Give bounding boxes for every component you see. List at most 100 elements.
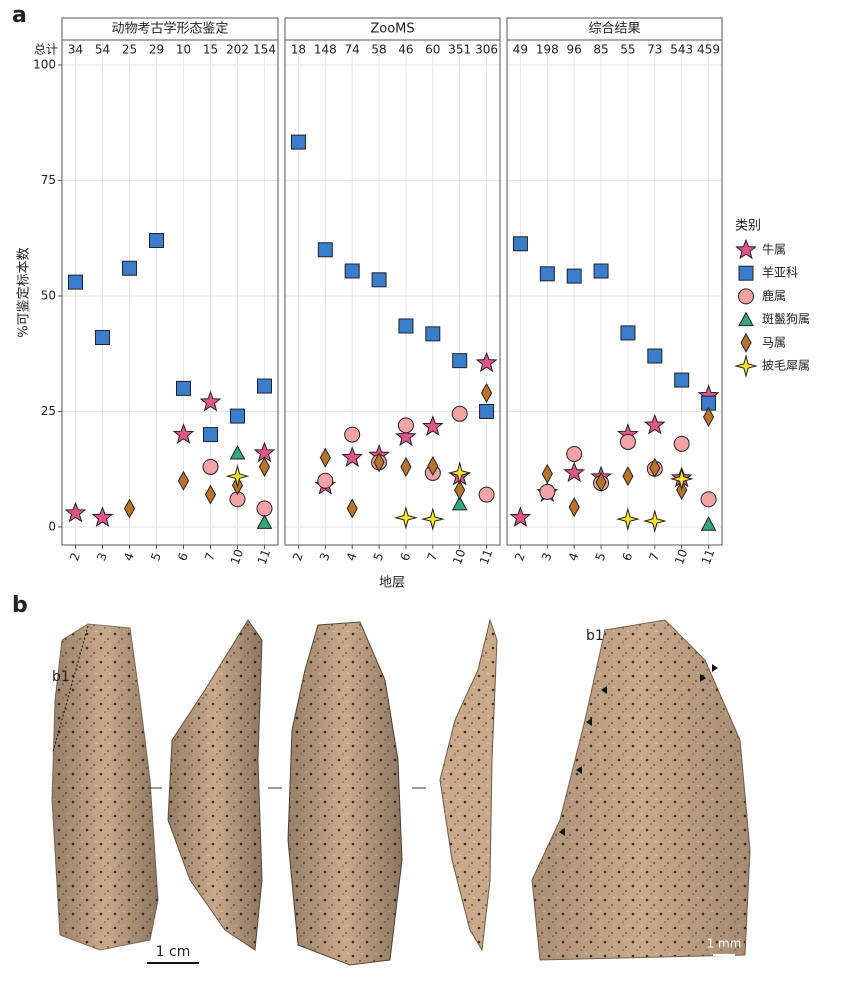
total-label: 198 (536, 43, 559, 57)
arrowhead (586, 718, 592, 726)
x-tick-label: 6 (620, 551, 636, 563)
bone-shading (532, 620, 750, 960)
total-label: 60 (425, 43, 440, 57)
marker-square (566, 268, 582, 284)
marker-square (512, 236, 528, 252)
marker-diamond (123, 498, 136, 519)
photo-label: b1 (586, 628, 604, 644)
edge-marker (52, 625, 89, 753)
x-tick-label: 11 (477, 547, 495, 566)
marker-square (317, 242, 333, 258)
marker-circle (700, 491, 717, 508)
totals-label: 总计 (34, 43, 58, 57)
marker-star (563, 461, 586, 483)
marker-triangle (229, 445, 246, 460)
marker-circle (738, 288, 754, 305)
y-tick-label: 50 (41, 288, 56, 302)
marker-circle (317, 472, 334, 489)
total-label: 96 (567, 43, 582, 57)
marker-diamond (258, 456, 271, 477)
marker-diamond (702, 406, 715, 428)
scale-label: 1 cm (156, 944, 191, 960)
total-label: 34 (68, 43, 83, 57)
x-tick-label: 10 (228, 547, 246, 566)
marker-square (539, 266, 555, 282)
marker-diamond (454, 479, 466, 501)
marker-star (172, 423, 195, 444)
marker-square (203, 427, 218, 443)
marker-diamond (568, 497, 580, 518)
marker-square (122, 260, 137, 276)
marker-circle (619, 433, 636, 450)
marker-square (344, 263, 360, 279)
x-tick-label: 5 (371, 551, 387, 563)
panel-frame (506, 39, 723, 546)
scale-label: 1 mm (707, 937, 742, 951)
marker-star (91, 506, 114, 527)
arrowhead (576, 766, 582, 774)
marker-circle (451, 405, 468, 422)
legend-label: 马属 (762, 335, 786, 349)
photo-label: b1 (52, 669, 70, 685)
photo-panel: b1 b1 1 cm 1 mm (51, 618, 751, 966)
marker-star (509, 506, 532, 527)
marker-circle (397, 417, 414, 434)
x-tick-label: 11 (255, 547, 273, 566)
marker-diamond (595, 472, 607, 493)
marker-star (199, 390, 222, 412)
legend-label: 牛属 (762, 242, 786, 257)
total-label: 49 (513, 43, 528, 57)
marker-star4 (225, 464, 250, 489)
marker-square (176, 380, 191, 396)
x-tick-label: 5 (593, 551, 609, 563)
arrowhead (601, 686, 607, 694)
marker-star (341, 446, 364, 467)
x-tick-label: 4 (344, 551, 360, 563)
marker-circle (202, 458, 219, 475)
marker-square (452, 353, 468, 369)
legend-title: 类别 (735, 219, 761, 234)
arrowhead (559, 828, 565, 836)
marker-star4 (447, 460, 472, 485)
total-label: 85 (593, 43, 608, 57)
x-tick-label: 3 (539, 551, 555, 563)
marker-square (738, 265, 754, 281)
x-tick-label: 2 (512, 551, 528, 563)
total-label: 543 (670, 43, 693, 57)
marker-diamond (177, 470, 190, 491)
y-tick-label: 100 (33, 57, 56, 71)
y-tick-label: 75 (41, 173, 56, 187)
total-label: 15 (203, 43, 218, 57)
x-tick-label: 4 (566, 551, 582, 563)
x-tick-label: 7 (646, 551, 662, 563)
marker-diamond (319, 447, 331, 468)
legend-label: 羊亚科 (762, 265, 798, 280)
total-label: 73 (647, 43, 662, 57)
marker-star (475, 351, 498, 373)
marker-square (398, 318, 414, 334)
marker-square (647, 348, 663, 364)
x-tick-label: 5 (148, 551, 164, 563)
panel-frame (284, 39, 501, 546)
marker-diamond (649, 457, 661, 478)
total-label: 459 (697, 43, 720, 57)
marker-circle (673, 435, 690, 452)
marker-triangle (256, 514, 273, 529)
marker-star4 (734, 354, 758, 378)
arrowhead (712, 664, 718, 672)
x-tick-label: 10 (672, 547, 690, 566)
y-tick-label: 25 (41, 404, 56, 418)
total-label: 148 (314, 43, 337, 57)
marker-diamond (400, 456, 412, 477)
marker-square (149, 233, 164, 249)
total-label: 29 (149, 43, 164, 57)
marker-circle (566, 445, 583, 462)
marker-star4 (393, 505, 418, 530)
panel-frame (61, 39, 279, 546)
x-tick-label: 11 (699, 547, 717, 566)
legend-label: 鹿属 (762, 288, 786, 303)
panel-label: a (12, 3, 27, 28)
arrowhead (700, 674, 706, 682)
marker-diamond (346, 498, 358, 519)
total-label: 154 (253, 43, 276, 57)
